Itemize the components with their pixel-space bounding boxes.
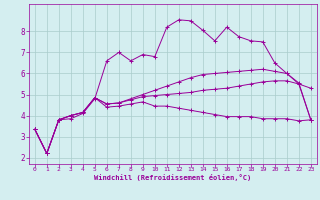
X-axis label: Windchill (Refroidissement éolien,°C): Windchill (Refroidissement éolien,°C) — [94, 174, 252, 181]
